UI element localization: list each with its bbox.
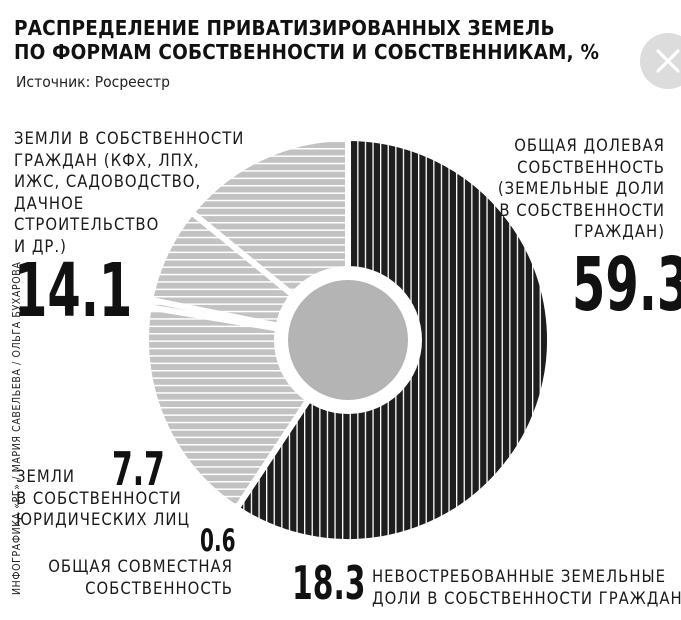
label-line: (ЗЕМЕЛЬНЫЕ ДОЛИ (497, 179, 665, 198)
label-line: ГРАЖДАН (КФХ, ЛПХ, (14, 150, 200, 170)
value-common-shared: 59.3 (572, 242, 681, 328)
chart-title: РАСПРЕДЕЛЕНИЕ ПРИВАТИЗИРОВАННЫХ ЗЕМЕЛЬ П… (14, 16, 599, 64)
label-line: ИЖС, САДОВОДСТВО, (14, 172, 202, 191)
value-legal: 7.7 (112, 442, 165, 496)
label-line: СОБСТВЕННОСТЬ (85, 578, 233, 598)
label-line: ЮРИДИЧЕСКИХ ЛИЦ (16, 510, 191, 529)
label-line: СОБСТВЕННОСТЬ (517, 157, 665, 177)
chart-source: Источник: Росреестр (16, 73, 170, 91)
label-line: СТРОИТЕЛЬСТВО (14, 215, 160, 234)
close-button[interactable] (640, 33, 681, 89)
value-citizens: 14.1 (14, 248, 133, 334)
value-joint: 0.6 (200, 523, 236, 559)
label-legal: ЗЕМЛИ В СОБСТВЕННОСТИ ЮРИДИЧЕСКИХ ЛИЦ (16, 466, 190, 531)
label-line: ОБЩАЯ СОВМЕСТНАЯ (48, 557, 233, 576)
chart-title-line-2: ПО ФОРМАМ СОБСТВЕННОСТИ И СОБСТВЕННИКАМ,… (14, 40, 600, 64)
chart-title-line-1: РАСПРЕДЕЛЕНИЕ ПРИВАТИЗИРОВАННЫХ ЗЕМЕЛЬ (14, 16, 555, 40)
label-line: И ДР.) (14, 236, 67, 256)
label-line: ЗЕМЛИ (16, 467, 75, 486)
label-line: ДОЛИ В СОБСТВЕННОСТИ ГРАЖДАН (372, 588, 681, 608)
label-line: ДАЧНОЕ (14, 193, 85, 213)
donut-hole (288, 280, 408, 400)
label-line: В СОБСТВЕННОСТИ (16, 488, 182, 508)
chart-slices (143, 134, 553, 545)
label-joint: ОБЩАЯ СОВМЕСТНАЯ СОБСТВЕННОСТЬ (48, 556, 233, 599)
label-citizens: ЗЕМЛИ В СОБСТВЕННОСТИ ГРАЖДАН (КФХ, ЛПХ,… (14, 128, 244, 257)
label-line: ЗЕМЛИ В СОБСТВЕННОСТИ (14, 129, 245, 148)
label-common-shared: ОБЩАЯ ДОЛЕВАЯ СОБСТВЕННОСТЬ (ЗЕМЕЛЬНЫЕ Д… (498, 135, 665, 243)
label-unclaimed: НЕВОСТРЕБОВАННЫЕ ЗЕМЕЛЬНЫЕ ДОЛИ В СОБСТВ… (372, 566, 681, 609)
label-line: ГРАЖДАН) (574, 222, 665, 241)
label-line: В СОБСТВЕННОСТИ (499, 200, 665, 220)
close-icon (656, 49, 680, 73)
label-line: НЕВОСТРЕБОВАННЫЕ ЗЕМЕЛЬНЫЕ (372, 567, 666, 586)
label-line: ОБЩАЯ ДОЛЕВАЯ (514, 136, 665, 155)
value-unclaimed: 18.3 (292, 556, 366, 610)
